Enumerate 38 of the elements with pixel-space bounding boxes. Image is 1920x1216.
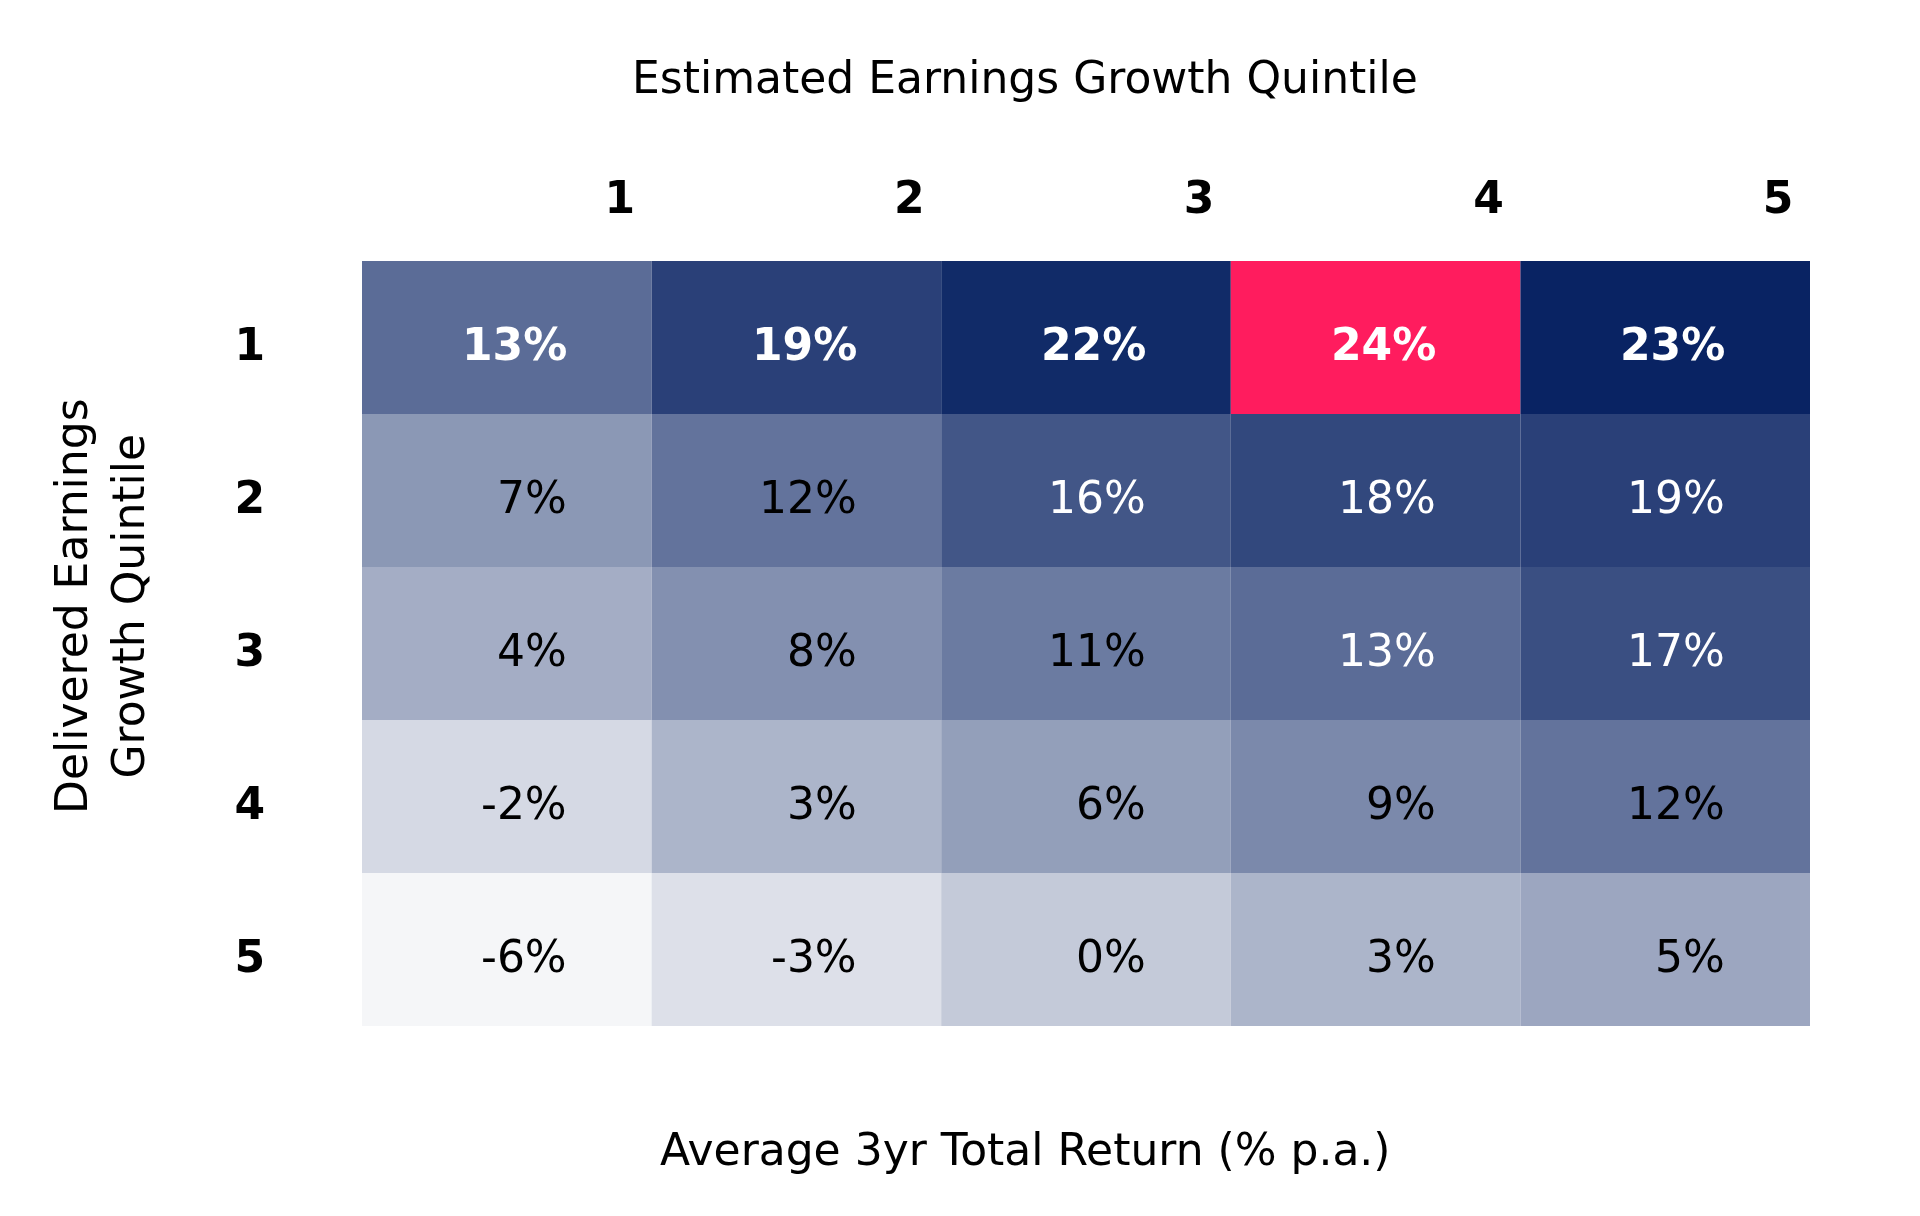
data-label: 22% bbox=[1041, 319, 1147, 370]
data-label: 4% bbox=[497, 625, 567, 676]
y-tick-label: 1 bbox=[234, 318, 265, 370]
data-label: 19% bbox=[1627, 472, 1725, 523]
data-label: 18% bbox=[1338, 472, 1436, 523]
x-tick-label: 1 bbox=[604, 172, 636, 224]
data-label: 0% bbox=[1076, 931, 1146, 982]
y-tick-label: 3 bbox=[234, 624, 265, 676]
data-label: 13% bbox=[1338, 625, 1436, 676]
data-label: 5% bbox=[1655, 931, 1725, 982]
y-tick-label: 4 bbox=[234, 777, 265, 829]
data-label: -6% bbox=[481, 931, 567, 982]
data-label: 11% bbox=[1048, 625, 1146, 676]
text: Average 3yr Total Return (% p.a.) bbox=[660, 1124, 1391, 1175]
data-label: 16% bbox=[1048, 472, 1146, 523]
x-tick-label: 4 bbox=[1473, 172, 1504, 224]
y-tick-label: 2 bbox=[234, 471, 265, 523]
data-label: 12% bbox=[1627, 778, 1725, 829]
data-label: 23% bbox=[1620, 319, 1726, 370]
data-label: 3% bbox=[1366, 931, 1436, 982]
data-label: 6% bbox=[1076, 778, 1146, 829]
y-axis-title: Delivered Earnings Growth Quintile bbox=[46, 398, 155, 814]
data-label: 19% bbox=[752, 319, 858, 370]
data-label: 8% bbox=[787, 625, 857, 676]
x-tick-label: 5 bbox=[1762, 172, 1794, 224]
data-label: 13% bbox=[462, 319, 568, 370]
x-axis-title: Estimated Earnings Growth Quintile bbox=[632, 52, 1418, 103]
data-label: 12% bbox=[759, 472, 857, 523]
data-label: 24% bbox=[1331, 319, 1437, 370]
data-label: 3% bbox=[787, 778, 857, 829]
x-tick-label: 2 bbox=[894, 172, 925, 224]
y-tick-label: 5 bbox=[234, 930, 265, 982]
data-label: 7% bbox=[497, 472, 567, 523]
data-label: -3% bbox=[771, 931, 857, 982]
x-tick-label: 3 bbox=[1183, 172, 1215, 224]
data-label: -2% bbox=[481, 778, 567, 829]
data-label: 9% bbox=[1366, 778, 1436, 829]
data-label: 17% bbox=[1627, 625, 1725, 676]
